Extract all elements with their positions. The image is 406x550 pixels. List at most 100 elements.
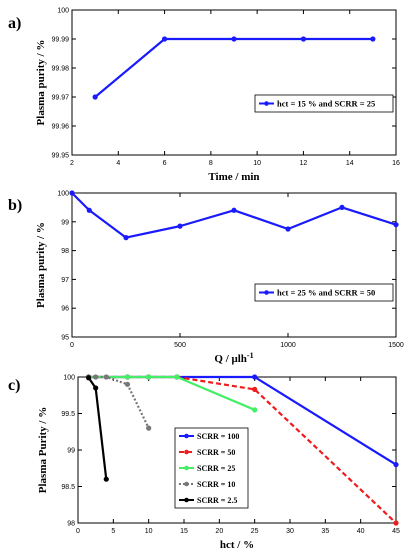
y-tick-label: 99 bbox=[67, 448, 75, 455]
x-tick-label: 16 bbox=[392, 160, 400, 167]
legend-marker bbox=[184, 465, 189, 471]
x-tick-label: 8 bbox=[209, 160, 213, 167]
y-tick-label: 100 bbox=[63, 375, 75, 382]
x-tick-label: 12 bbox=[300, 160, 308, 167]
y-tick-label: 98.5 bbox=[61, 484, 75, 491]
data-point bbox=[231, 207, 237, 213]
x-tick-label: 1500 bbox=[388, 342, 404, 349]
legend-marker bbox=[264, 101, 269, 106]
y-tick-label: 99.99 bbox=[51, 37, 69, 44]
data-point bbox=[300, 36, 307, 42]
legend-marker bbox=[184, 481, 189, 487]
x-tick-label: 10 bbox=[145, 528, 153, 535]
x-tick-label: 6 bbox=[163, 160, 167, 167]
x-axis-title-sup: -1 bbox=[247, 351, 254, 360]
y-tick-label: 95 bbox=[61, 335, 69, 342]
data-point bbox=[103, 374, 109, 380]
y-tick-label: 96 bbox=[61, 306, 69, 313]
series-line bbox=[71, 192, 397, 239]
series-line bbox=[87, 377, 108, 480]
data-point bbox=[93, 385, 99, 391]
data-point bbox=[86, 207, 92, 213]
x-tick-label: 4 bbox=[116, 160, 120, 167]
data-point bbox=[86, 375, 92, 381]
x-tick-label: 500 bbox=[174, 342, 186, 349]
data-point bbox=[123, 235, 129, 241]
data-point bbox=[370, 36, 376, 42]
y-tick-label: 97 bbox=[61, 277, 69, 284]
legend-marker bbox=[184, 449, 189, 455]
series-group bbox=[86, 374, 399, 526]
data-point bbox=[393, 462, 399, 468]
x-tick-label: 2 bbox=[70, 160, 74, 167]
y-tick-label: 99.96 bbox=[51, 124, 69, 131]
x-axis-title-main: Q / μlh bbox=[214, 353, 247, 365]
legend-marker bbox=[184, 433, 189, 439]
y-tick-label: 99.98 bbox=[51, 66, 69, 73]
panel-b-chart: b) 0 500 1000 1500 95 96 97 98 99 100 Q / μlh-1 Plas… bbox=[8, 190, 404, 365]
y-tick-label: 98 bbox=[61, 248, 69, 255]
data-point bbox=[161, 36, 168, 42]
legend-box bbox=[254, 283, 394, 302]
x-tick-label: 14 bbox=[346, 160, 354, 167]
data-point bbox=[93, 374, 99, 380]
plot-frame bbox=[71, 192, 397, 338]
x-axis-title: Time / min bbox=[208, 171, 259, 183]
data-point bbox=[146, 425, 152, 431]
panel-label: a) bbox=[8, 15, 21, 32]
x-axis-title: hct / % bbox=[220, 539, 254, 550]
data-point bbox=[252, 386, 258, 393]
series-line bbox=[88, 375, 256, 411]
x-tick-label: 15 bbox=[180, 528, 188, 535]
series-group bbox=[69, 190, 399, 241]
data-point bbox=[174, 374, 180, 380]
x-tick-label: 25 bbox=[251, 528, 259, 535]
data-point bbox=[92, 94, 98, 100]
x-tick-label: 45 bbox=[392, 528, 400, 535]
x-tick-label: 5 bbox=[111, 528, 115, 535]
data-point bbox=[69, 190, 75, 196]
y-axis-title: Plasma purity / % bbox=[35, 40, 47, 126]
data-point bbox=[103, 476, 109, 482]
data-point bbox=[339, 204, 345, 210]
data-point bbox=[285, 226, 291, 232]
x-tick-label: 0 bbox=[70, 342, 74, 349]
panel-a-chart: a) 2 4 6 8 10 12 14 16 99.95 99.96 99.97 99.98 99.99 1… bbox=[8, 8, 400, 184]
legend-label: hct = 25 % and SCRR = 50 bbox=[277, 288, 375, 298]
x-tick-label: 20 bbox=[215, 528, 223, 535]
y-axis-title: Plasma purity / % bbox=[35, 222, 47, 308]
legend-marker bbox=[184, 497, 189, 503]
data-point bbox=[393, 520, 399, 526]
plot-frame bbox=[71, 9, 397, 156]
data-point bbox=[252, 407, 258, 413]
x-axis-title: Q / μlh-1 bbox=[214, 351, 253, 365]
legend-label: SCRR = 25 bbox=[197, 464, 235, 473]
panel-c-chart: c) 0 5 10 15 20 25 30 35 40 45 98 98.5 99 99.5 100 hct /… bbox=[8, 374, 400, 550]
data-point bbox=[177, 223, 183, 229]
panel-label: c) bbox=[8, 377, 20, 394]
data-point bbox=[231, 36, 237, 42]
legend-marker bbox=[264, 290, 269, 295]
y-tick-label: 99.95 bbox=[51, 153, 69, 160]
y-tick-label: 99.97 bbox=[51, 95, 69, 102]
y-tick-label: 99.5 bbox=[61, 411, 75, 418]
series-group bbox=[92, 36, 376, 100]
data-point bbox=[146, 374, 152, 380]
y-tick-label: 99 bbox=[61, 219, 69, 226]
legend-label: hct = 15 % and SCRR = 25 bbox=[277, 99, 375, 109]
y-tick-label: 100 bbox=[57, 8, 69, 15]
data-point bbox=[124, 374, 131, 380]
legend-label: SCRR = 10 bbox=[197, 480, 235, 489]
y-tick-label: 100 bbox=[57, 191, 69, 198]
legend-label: SCRR = 2.5 bbox=[197, 496, 237, 505]
y-axis-title: Plasma Purity / % bbox=[37, 407, 49, 493]
x-tick-label: 40 bbox=[357, 528, 365, 535]
data-point bbox=[393, 222, 399, 228]
legend-label: SCRR = 50 bbox=[197, 448, 235, 457]
legend-label: SCRR = 100 bbox=[197, 432, 239, 441]
panel-label: b) bbox=[8, 197, 22, 214]
x-tick-label: 0 bbox=[76, 528, 80, 535]
x-tick-label: 35 bbox=[321, 528, 329, 535]
data-point bbox=[252, 374, 258, 380]
